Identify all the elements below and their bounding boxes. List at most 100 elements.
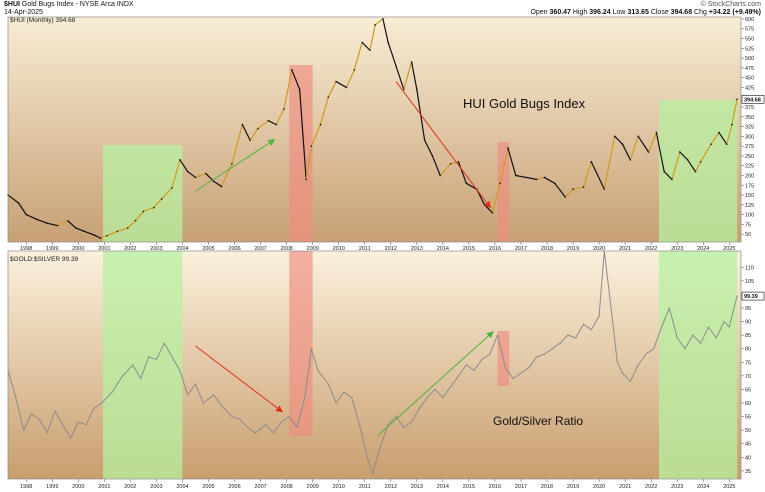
upper-xtick-label: 1999	[46, 246, 58, 252]
hui-line-segment	[241, 124, 251, 141]
lower-ytick-label: 85	[745, 333, 751, 339]
hui-data-point	[257, 127, 259, 130]
ratio-data-point	[379, 445, 381, 448]
hui-line-segment	[671, 151, 681, 180]
lower-xtick-label: 2000	[72, 484, 84, 490]
ratio-data-point	[442, 396, 444, 399]
upper-ytick-label: 450	[745, 76, 754, 82]
ratio-data-point	[707, 326, 710, 328]
hui-line-segment	[621, 143, 631, 161]
ratio-data-point	[155, 358, 158, 361]
green-band-2022-upper	[658, 100, 738, 242]
hui-line-segment	[491, 182, 501, 214]
ratio-data-point	[621, 372, 624, 374]
ratio-data-point	[473, 369, 475, 372]
hui-data-point	[283, 108, 285, 110]
hui-line-segment	[395, 65, 405, 90]
upper-ytick-label: 100	[745, 213, 754, 219]
hui-data-point	[725, 143, 728, 145]
ratio-data-point	[590, 329, 592, 331]
hui-data-point	[603, 188, 606, 190]
ratio-data-point	[645, 353, 647, 355]
ratio-data-point	[213, 394, 215, 396]
hui-data-point	[499, 182, 501, 185]
hui-data-point	[319, 123, 322, 126]
hui-line-segment	[590, 161, 605, 190]
hui-line-segment	[663, 170, 673, 180]
ratio-data-point	[280, 421, 283, 423]
hui-line-segment	[187, 170, 197, 179]
lower-xtick-label: 2013	[411, 484, 423, 490]
lower-xtick-label: 2022	[645, 484, 657, 490]
ratio-data-point	[520, 372, 522, 374]
hui-line-segment	[161, 187, 173, 200]
lower-xtick-label: 2014	[437, 484, 449, 490]
upper-xtick-label: 2007	[254, 246, 266, 252]
hui-line-segment	[67, 220, 77, 229]
upper-xtick-label: 2003	[150, 246, 162, 252]
ratio-data-point	[411, 421, 413, 423]
ratio-data-point	[637, 364, 639, 366]
hui-trend-arrow-up	[195, 139, 276, 192]
hui-data-point	[483, 204, 486, 206]
hui-data-point	[554, 182, 556, 185]
ratio-data-point	[30, 413, 33, 415]
lower-xtick-label: 2020	[593, 484, 605, 490]
hui-data-point	[543, 176, 546, 179]
ratio-data-point	[140, 377, 142, 380]
upper-xtick-label: 2005	[202, 246, 214, 252]
lower-xtick-label: 2002	[124, 484, 136, 490]
lower-xtick-label: 1999	[46, 484, 58, 490]
ratio-data-point	[93, 407, 95, 410]
upper-xtick-label: 2023	[671, 246, 683, 252]
upper-xtick-label: 2019	[567, 246, 579, 252]
hui-line-segment	[679, 151, 689, 161]
hui-data-point	[564, 196, 567, 198]
hui-line-segment	[515, 174, 527, 179]
upper-ytick-label: 50	[745, 232, 751, 238]
lower-ytick-label: 105	[745, 279, 754, 285]
lower-ytick-label: 40	[745, 455, 751, 461]
hui-line-segment	[614, 135, 624, 145]
hui-data-point	[160, 198, 163, 200]
hui-line-segment	[424, 139, 434, 157]
ratio-data-point	[535, 356, 538, 358]
hui-line-segment	[582, 161, 592, 188]
hui-line-segment	[655, 131, 665, 173]
upper-ytick-label: 150	[745, 193, 754, 199]
ratio-data-point	[616, 361, 618, 363]
hui-line-segment	[525, 176, 538, 180]
lower-ytick-label: 110	[745, 265, 754, 271]
hui-data-point	[205, 172, 207, 175]
ratio-line	[7, 250, 738, 475]
ratio-data-point	[434, 388, 436, 391]
upper-ytick-label: 500	[745, 56, 754, 62]
ohlc-readout: Open 360.47 High 396.24 Low 313.65 Close…	[530, 9, 761, 16]
hui-data-point	[449, 162, 452, 165]
lower-xtick-label: 2001	[98, 484, 110, 490]
lower-xtick-label: 2018	[541, 484, 553, 490]
hui-line-segment	[647, 131, 657, 153]
hui-data-point	[686, 159, 689, 161]
ratio-data-point	[304, 396, 306, 399]
hui-data-point	[116, 230, 119, 233]
hui-data-point	[535, 178, 538, 181]
hui-line-segment	[305, 145, 312, 180]
ratio-data-point	[489, 353, 491, 355]
hui-line-segment	[249, 127, 259, 141]
ratio-data-point	[504, 367, 506, 369]
hui-annotation: HUI Gold Bugs Index	[463, 96, 586, 111]
lower-xtick-label: 2006	[228, 484, 240, 490]
hui-data-point	[142, 210, 145, 213]
hui-data-point	[74, 227, 77, 229]
ratio-data-point	[387, 424, 389, 426]
upper-xtick-label: 2022	[645, 246, 657, 252]
hui-data-point	[327, 96, 330, 99]
hui-data-point	[457, 160, 460, 163]
hui-line-segment	[327, 80, 337, 98]
green-band-2022-lower	[658, 251, 738, 479]
upper-ytick-label: 250	[745, 154, 754, 160]
hui-line-segment	[543, 176, 556, 184]
hui-data-point	[637, 135, 639, 138]
